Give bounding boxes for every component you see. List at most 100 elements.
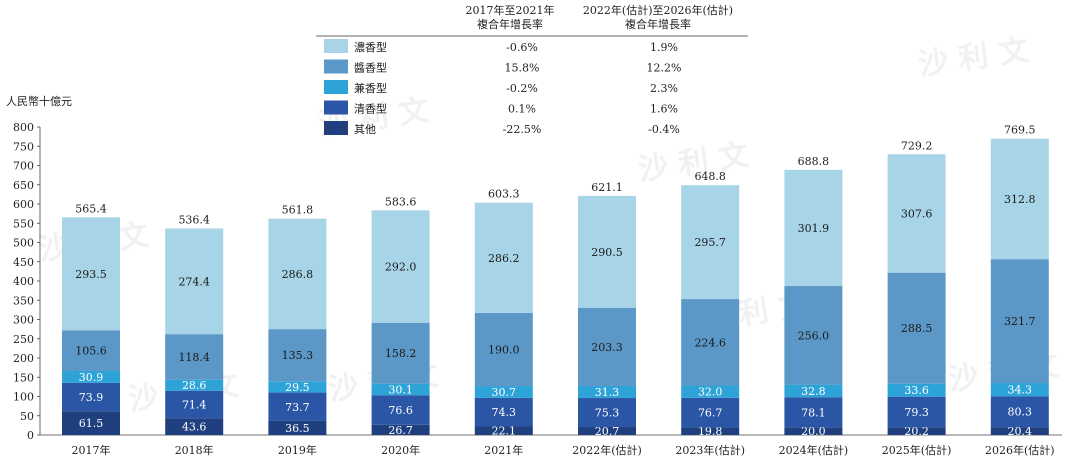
segment-value-label: 20.0	[801, 425, 826, 438]
y-tick-label: 350	[13, 294, 34, 307]
y-tick-label: 800	[13, 121, 34, 134]
x-category-label: 2021年	[484, 443, 523, 457]
bar-segment	[474, 397, 533, 427]
segment-value-label: 292.0	[385, 261, 417, 274]
segment-value-label: 30.1	[388, 383, 413, 396]
legend-header-col2: 2022年(估計)至2026年(估計)	[583, 3, 733, 17]
segment-value-label: 34.3	[1008, 384, 1033, 397]
bar-segment	[784, 427, 843, 435]
legend-cagr-2022-2026: -0.4%	[648, 123, 680, 136]
legend-header-col1: 複合年增長率	[477, 17, 543, 31]
bar-segment	[990, 138, 1049, 260]
bar-segment	[268, 420, 327, 435]
segment-value-label: 78.1	[801, 406, 826, 419]
legend-cagr-2017-2021: 0.1%	[508, 103, 536, 116]
segment-value-label: 224.6	[694, 336, 726, 349]
x-category-label: 2022年(估計)	[572, 443, 642, 457]
legend-series-name: 醬香型	[354, 61, 387, 75]
segment-value-label: 20.2	[904, 425, 929, 438]
segment-value-label: 76.7	[698, 407, 723, 420]
bar-segment	[784, 384, 843, 398]
bar-segment	[887, 272, 946, 384]
segment-value-label: 256.0	[798, 329, 830, 342]
bar-segment	[268, 329, 327, 382]
segment-value-label: 19.8	[698, 425, 723, 438]
bar-segment	[62, 217, 120, 331]
watermark-text: 沙 利 文	[916, 33, 1031, 83]
x-category-label: 2017年	[72, 443, 111, 457]
bar-segment	[990, 396, 1049, 428]
y-tick-label: 550	[13, 217, 34, 230]
segment-value-label: 190.0	[488, 343, 520, 356]
bar-segment	[165, 334, 224, 380]
bar-segment	[578, 195, 636, 308]
bar-segment	[578, 398, 636, 428]
legend-series-name: 兼香型	[354, 81, 387, 95]
bar-group: 61.5 73.9 30.9 105.6 293.5 565.4 2017年	[62, 202, 120, 457]
bar-segment	[371, 395, 430, 425]
bar-group: 20.0 78.1 32.8 256.0 301.9 688.8 2024年(估計)	[779, 155, 849, 457]
legend-cagr-2017-2021: -22.5%	[503, 123, 542, 136]
legend-cagr-2022-2026: 12.2%	[647, 62, 682, 75]
bar-segment	[268, 218, 327, 330]
legend-header-col2: 複合年增長率	[625, 17, 691, 31]
bar-segment	[62, 411, 120, 435]
segment-value-label: 73.7	[285, 401, 310, 414]
x-category-label: 2024年(估計)	[779, 443, 849, 457]
segment-value-label: 301.9	[798, 222, 830, 235]
bar-group: 22.1 74.3 30.7 190.0 286.2 603.3 2021年	[474, 188, 533, 457]
legend: 2017年至2021年複合年增長率2022年(估計)至2026年(估計)複合年增…	[316, 3, 748, 136]
bar-group: 26.7 76.6 30.1 158.2 292.0 583.6 2020年	[371, 195, 430, 457]
segment-value-label: 71.4	[182, 398, 207, 411]
segment-value-label: 135.3	[282, 349, 314, 362]
x-category-label: 2020年	[381, 443, 420, 457]
bar-group: 20.4 80.3 34.3 321.7 312.8 769.5 2026年(估計)	[985, 124, 1055, 457]
y-tick-label: 300	[13, 314, 34, 327]
segment-value-label: 29.5	[285, 381, 310, 394]
bar-segment	[887, 154, 946, 273]
x-category-label: 2023年(估計)	[675, 443, 745, 457]
legend-cagr-2022-2026: 1.6%	[650, 103, 678, 116]
bar-segment	[681, 397, 740, 428]
segment-value-label: 31.3	[595, 386, 620, 399]
bar-segment	[474, 426, 533, 435]
bar-segment	[268, 381, 327, 393]
bar-segment	[371, 383, 430, 396]
bar-segment	[474, 312, 533, 387]
y-tick-label: 650	[13, 179, 34, 192]
segment-value-label: 30.7	[492, 386, 517, 399]
y-axis-label: 人民幣十億元	[6, 94, 72, 108]
bar-segment	[578, 385, 636, 399]
segment-value-label: 307.6	[901, 207, 933, 220]
bar-group: 19.8 76.7 32.0 224.6 295.7 648.8 2023年(估計)	[675, 170, 745, 457]
bar-group: 20.7 75.3 31.3 203.3 290.5 621.1 2022年(估計)	[572, 181, 642, 457]
segment-value-label: 293.5	[75, 268, 107, 281]
bar-total-label: 621.1	[591, 181, 623, 194]
legend-cagr-2022-2026: 1.9%	[650, 41, 678, 54]
segment-value-label: 290.5	[591, 246, 623, 259]
legend-swatch	[324, 39, 348, 53]
bar-group: 43.6 71.4 28.6 118.4 274.4 536.4 2018年	[165, 213, 224, 457]
segment-value-label: 295.7	[694, 236, 726, 249]
segment-value-label: 118.4	[178, 351, 210, 364]
bar-segment	[681, 299, 740, 386]
legend-series-name: 清香型	[354, 102, 387, 116]
bar-segment	[887, 396, 946, 428]
segment-value-label: 22.1	[492, 425, 517, 438]
segment-value-label: 30.9	[79, 371, 104, 384]
legend-cagr-2017-2021: -0.6%	[506, 41, 538, 54]
segment-value-label: 73.9	[79, 391, 104, 404]
segment-value-label: 61.5	[79, 417, 104, 430]
legend-swatch	[324, 121, 348, 135]
bar-segment	[268, 392, 327, 421]
segment-value-label: 286.2	[488, 252, 520, 265]
legend-cagr-2017-2021: -0.2%	[506, 82, 538, 95]
bar-total-label: 648.8	[694, 170, 726, 183]
segment-value-label: 80.3	[1008, 406, 1033, 419]
bar-segment	[62, 370, 120, 383]
legend-cagr-2017-2021: 15.8%	[505, 62, 540, 75]
bar-segment	[371, 210, 430, 323]
segment-value-label: 32.0	[698, 386, 723, 399]
bar-total-label: 688.8	[798, 155, 830, 168]
y-tick-label: 0	[27, 429, 34, 442]
